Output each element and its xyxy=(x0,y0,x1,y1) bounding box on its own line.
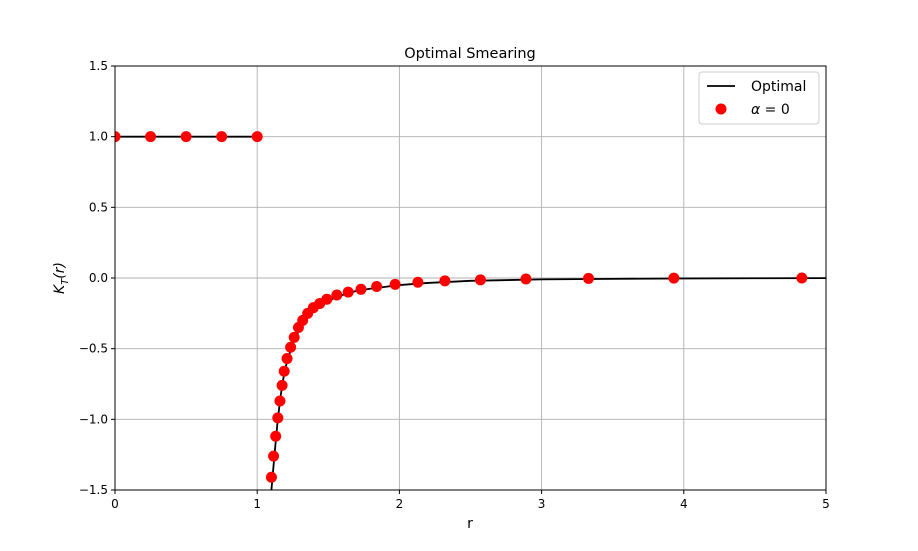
alpha-zero-marker xyxy=(331,289,343,301)
legend-label-optimal: Optimal xyxy=(751,79,806,95)
y-tick-label: 1.5 xyxy=(89,59,108,73)
alpha-zero-marker xyxy=(321,293,333,305)
x-tick-label: 2 xyxy=(396,497,404,511)
y-tick-label: 1.0 xyxy=(89,130,108,144)
legend: Optimal α = 0 xyxy=(698,71,820,125)
alpha-zero-marker xyxy=(355,283,367,295)
alpha-zero-marker xyxy=(274,395,286,407)
y-tick-label: −1.0 xyxy=(79,412,108,426)
alpha-zero-marker xyxy=(371,280,383,292)
y-tick-label: 0.5 xyxy=(89,200,108,214)
alpha-zero-marker xyxy=(668,272,680,284)
x-tick-label: 5 xyxy=(822,497,830,511)
y-tick-label: −1.5 xyxy=(79,483,108,497)
x-tick-label: 1 xyxy=(253,497,261,511)
y-axis-title: KT(r) xyxy=(52,262,71,294)
y-tick-label: 0.0 xyxy=(89,271,108,285)
x-tick-label: 0 xyxy=(111,497,119,511)
alpha-zero-marker xyxy=(285,341,297,353)
alpha-zero-marker xyxy=(115,131,121,143)
alpha-zero-marker xyxy=(272,412,284,424)
alpha-zero-marker xyxy=(439,275,451,287)
alpha-zero-marker xyxy=(288,331,300,343)
x-axis-title: r xyxy=(467,516,473,532)
y-axis-title-arg: (r) xyxy=(52,262,68,279)
legend-label-alpha: α = 0 xyxy=(751,102,790,118)
ticks: 0 1 2 3 4 5 −1.5 −1.0 −0.5 0.0 0.5 1.0 1.5 xyxy=(79,59,830,511)
alpha-zero-marker xyxy=(474,274,486,286)
legend-box xyxy=(698,71,820,125)
alpha-zero-marker xyxy=(412,276,424,288)
legend-label-alpha-greek: α xyxy=(751,102,761,118)
series-layer xyxy=(115,131,826,490)
alpha-zero-marker xyxy=(268,450,280,462)
alpha-zero-marker xyxy=(180,131,192,143)
alpha-zero-marker xyxy=(520,273,532,285)
alpha-zero-marker xyxy=(265,471,277,483)
x-tick-label: 4 xyxy=(680,497,688,511)
y-axis-title-base: K xyxy=(52,283,68,294)
y-tick-label: −0.5 xyxy=(79,342,108,356)
alpha-zero-marker xyxy=(145,131,157,143)
alpha-zero-marker xyxy=(583,272,595,284)
y-axis-title-sub: T xyxy=(60,278,71,285)
chart-title: Optimal Smearing xyxy=(404,46,536,62)
alpha-zero-marker xyxy=(276,379,288,391)
alpha-zero-marker xyxy=(278,365,290,377)
alpha-zero-marker xyxy=(342,286,354,298)
alpha-zero-marker xyxy=(216,131,228,143)
alpha-zero-marker xyxy=(389,278,401,290)
alpha-zero-marker xyxy=(796,272,808,284)
x-tick-label: 3 xyxy=(538,497,546,511)
legend-label-alpha-rest: = 0 xyxy=(760,102,790,118)
alpha-zero-marker xyxy=(251,131,263,143)
alpha-zero-marker xyxy=(270,430,282,442)
legend-marker-swatch xyxy=(715,103,727,115)
alpha-zero-marker xyxy=(281,353,293,365)
